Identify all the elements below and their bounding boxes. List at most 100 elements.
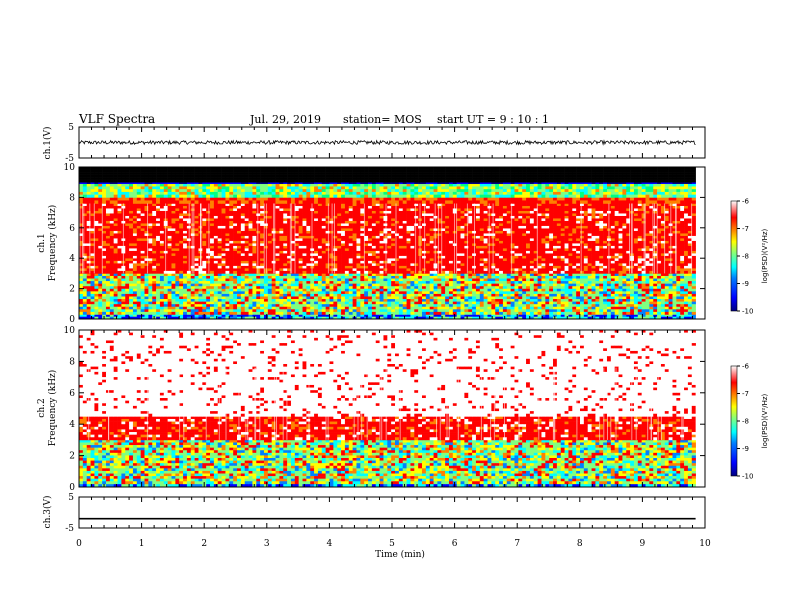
spectrogram-cell	[187, 307, 191, 310]
spectrogram-cell	[210, 312, 214, 315]
spectrogram-cell	[187, 294, 191, 297]
spectrogram-cell	[252, 284, 256, 287]
spectrogram-cell	[129, 307, 133, 310]
spectrogram-cell	[129, 273, 133, 276]
spectrogram-cell	[684, 299, 688, 302]
spectrogram-cell	[118, 309, 122, 312]
spectrogram-cell	[87, 296, 91, 299]
spectrogram-cell	[322, 309, 326, 312]
spectrogram-cell	[156, 304, 160, 307]
spectrogram-cell	[592, 304, 596, 307]
spectrogram-cell	[580, 276, 584, 279]
spectrogram-cell	[368, 291, 372, 294]
spectrogram-cell	[145, 281, 149, 284]
spectrogram-cell	[553, 281, 557, 284]
spectrogram-cell	[572, 284, 576, 287]
spectrogram-cell	[318, 294, 322, 297]
spectrogram-cell	[622, 279, 626, 282]
spectrogram-cell	[206, 307, 210, 310]
spectrogram-cell	[260, 309, 264, 312]
spectrogram-cell	[145, 294, 149, 297]
spectrogram-cell	[615, 276, 619, 279]
spectrogram-cell	[83, 296, 87, 299]
spectrogram-cell	[376, 273, 380, 276]
spectrogram-cell	[572, 299, 576, 302]
spectrogram-cell	[491, 286, 495, 289]
spectrogram-cell	[607, 302, 611, 305]
spectrogram-cell	[376, 299, 380, 302]
spectrogram-cell	[318, 299, 322, 302]
spectrogram-cell	[214, 286, 218, 289]
spectrogram-cell	[611, 289, 615, 292]
spectrogram-cell	[218, 294, 222, 297]
spectrogram-cell	[480, 279, 484, 282]
spectrogram-cell	[638, 284, 642, 287]
spectrogram-cell	[125, 296, 129, 299]
spectrogram-cell	[133, 286, 137, 289]
spectrogram-cell	[399, 312, 403, 315]
spectrogram-cell	[391, 296, 395, 299]
spectrogram-cell	[499, 279, 503, 282]
spectrogram-cell	[171, 307, 175, 310]
spectrogram-cell	[607, 291, 611, 294]
spectrogram-cell	[380, 302, 384, 305]
spectrogram-cell	[437, 279, 441, 282]
spectrogram-cell	[453, 309, 457, 312]
spectrogram-cell	[198, 302, 202, 305]
spectrogram-cell	[403, 281, 407, 284]
spectrogram-cell	[106, 291, 110, 294]
spectrogram-cell	[175, 299, 179, 302]
spectrogram-cell	[268, 312, 272, 315]
spectrogram-cell	[137, 296, 141, 299]
spectrogram-cell	[291, 286, 295, 289]
spectrogram-cell	[322, 296, 326, 299]
spectrogram-cell	[672, 289, 676, 292]
spectrogram-cell	[646, 279, 650, 282]
spectrogram-cell	[422, 314, 426, 317]
spectrogram-cell	[179, 284, 183, 287]
spectrogram-cell	[276, 289, 280, 292]
spectrogram-cell	[156, 284, 160, 287]
spectrogram-cell	[461, 296, 465, 299]
spectrogram-cell	[295, 273, 299, 276]
spectrogram-cell	[422, 312, 426, 315]
spectrogram-cell	[615, 296, 619, 299]
spectrogram-cell	[468, 299, 472, 302]
spectrogram-cell	[233, 273, 237, 276]
spectrogram-cell	[680, 291, 684, 294]
spectrogram-cell	[160, 276, 164, 279]
spectrogram-cell	[225, 291, 229, 294]
spectrogram-cell	[383, 299, 387, 302]
spectrogram-cell	[453, 299, 457, 302]
spectrogram-cell	[584, 291, 588, 294]
spectrogram-cell	[129, 304, 133, 307]
spectrogram-cell	[299, 291, 303, 294]
spectrogram-cell	[295, 281, 299, 284]
spectrogram-cell	[195, 307, 199, 310]
spectrogram-cell	[391, 304, 395, 307]
spectrogram-cell	[368, 296, 372, 299]
spectrogram-cell	[410, 312, 414, 315]
spectrogram-cell	[310, 286, 314, 289]
spectrogram-cell	[480, 273, 484, 276]
spectrogram-cell	[646, 281, 650, 284]
spectrogram-cell	[511, 281, 515, 284]
spectrogram-cell	[495, 279, 499, 282]
spectrogram-cell	[256, 289, 260, 292]
spectrogram-cell	[495, 276, 499, 279]
spectrogram-cell	[615, 302, 619, 305]
spectrogram-cell	[372, 279, 376, 282]
spectrogram-cell	[653, 286, 657, 289]
spectrogram-cell	[145, 291, 149, 294]
spectrogram-cell	[353, 302, 357, 305]
spectrogram-cell	[260, 312, 264, 315]
spectrogram-cell	[480, 291, 484, 294]
spectrogram-cell	[249, 273, 253, 276]
spectrogram-cell	[152, 276, 156, 279]
spectrogram-cell	[187, 296, 191, 299]
spectrogram-cell	[472, 312, 476, 315]
spectrogram-cell	[414, 302, 418, 305]
spectrogram-cell	[237, 309, 241, 312]
spectrogram-cell	[179, 294, 183, 297]
spectrogram-cell	[680, 284, 684, 287]
